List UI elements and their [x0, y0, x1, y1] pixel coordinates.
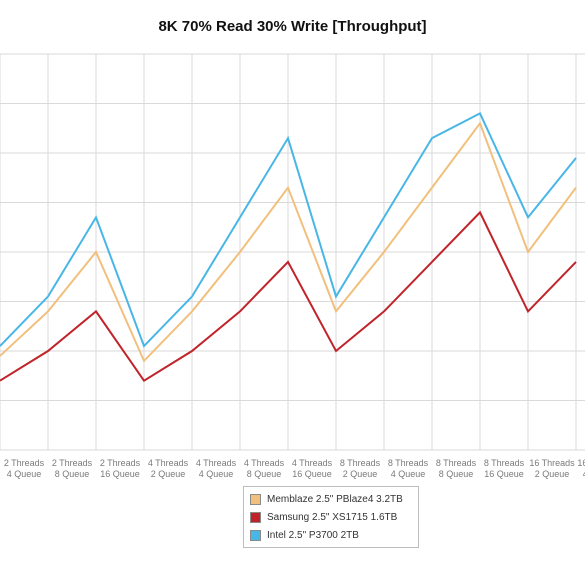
legend-label: Samsung 2.5" XS1715 1.6TB — [267, 511, 398, 523]
x-tick-label: 8 Threads 16 Queue — [484, 458, 525, 479]
legend-swatch — [250, 511, 261, 523]
legend-entry: Memblaze 2.5" PBlaze4 3.2TB — [250, 490, 412, 508]
legend-entry: Samsung 2.5" XS1715 1.6TB — [250, 508, 412, 526]
grid-layer — [0, 53, 585, 451]
legend-label: Memblaze 2.5" PBlaze4 3.2TB — [267, 493, 403, 505]
x-tick-label: 4 Threads 2 Queue — [148, 458, 189, 479]
legend-swatch — [250, 493, 261, 505]
legend-label: Intel 2.5" P3700 2TB — [267, 529, 359, 541]
x-tick-label: 16 Threads 2 Queue — [529, 458, 575, 479]
legend: Memblaze 2.5" PBlaze4 3.2TB Samsung 2.5" … — [243, 486, 419, 548]
legend-entry: Intel 2.5" P3700 2TB — [250, 526, 412, 544]
legend-swatch — [250, 529, 261, 541]
x-axis-tick-labels: 2 Threads 4 Queue 2 Threads 8 Queue 2 Thread… — [4, 458, 585, 479]
chart-title: 8K 70% Read 30% Write [Throughput] — [158, 18, 427, 35]
series-line-1 — [0, 210, 577, 383]
series-line-0 — [0, 121, 577, 363]
x-tick-label: 8 Threads 4 Queue — [388, 458, 429, 479]
x-tick-label: 2 Threads 8 Queue — [52, 458, 93, 479]
series-line-2 — [0, 112, 577, 348]
series-layer — [0, 112, 577, 383]
x-tick-label: 4 Threads 8 Queue — [244, 458, 285, 479]
x-tick-label: 8 Threads 8 Queue — [436, 458, 477, 479]
x-tick-label: 4 Threads 16 Queue — [292, 458, 333, 479]
x-tick-label: 2 Threads 4 Queue — [4, 458, 45, 479]
x-tick-label: 2 Threads 16 Queue — [100, 458, 141, 479]
x-tick-label: 4 Threads 4 Queue — [196, 458, 237, 479]
x-tick-label: 8 Threads 2 Queue — [340, 458, 381, 479]
